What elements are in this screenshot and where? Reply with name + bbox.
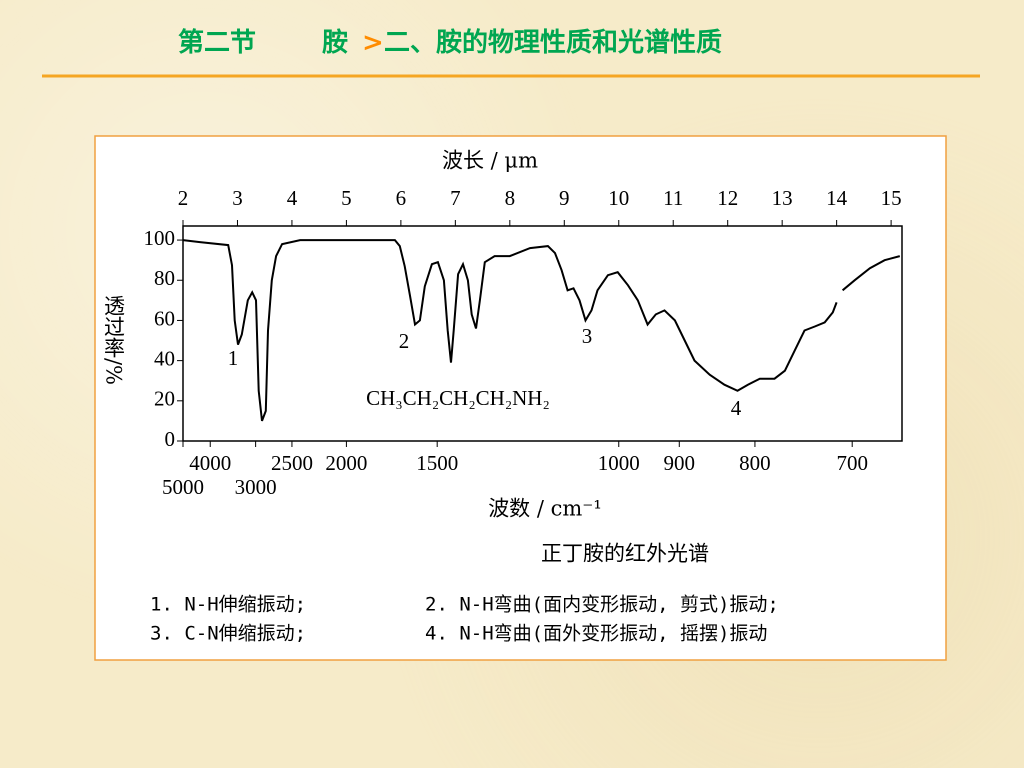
note: 2. N-H弯曲(面内变形振动, 剪式)振动; (425, 594, 779, 616)
x-top-tick-label: 10 (608, 186, 629, 210)
plot-area (182, 225, 903, 442)
arrow: > (362, 28, 384, 58)
note: 1. N-H伸缩振动; (150, 594, 306, 616)
x-bottom-tick-label: 2000 (325, 451, 367, 475)
x-bottom-tick-label: 3000 (235, 475, 277, 499)
spectrum-line (182, 239, 901, 422)
x-bottom-tick-label: 5000 (162, 475, 204, 499)
note: 3. C-N伸缩振动; (150, 623, 306, 645)
x-bottom-tick-label: 1000 (598, 451, 640, 475)
x-top-tick-label: 8 (505, 186, 516, 210)
x-bottom-tick-label: 800 (739, 451, 771, 475)
y-tick-label: 80 (154, 266, 175, 290)
x-top-tick-label: 7 (450, 186, 461, 210)
x-top-tick-label: 14 (826, 186, 848, 210)
x-top-tick-label: 13 (772, 186, 793, 210)
chart-title: 正丁胺的红外光谱 (541, 542, 709, 566)
figure-frame (94, 135, 947, 661)
y-tick-label: 100 (144, 226, 176, 250)
y-tick-label: 0 (165, 427, 176, 451)
formula: CH₃CH₂CH₂CH₂NH₂ (366, 386, 550, 410)
section: 第二节 (178, 27, 256, 58)
x-bottom-tick-label: 700 (836, 451, 868, 475)
y-tick-label: 20 (154, 387, 175, 411)
y-axis-label: 透过率/% (102, 295, 126, 385)
x-top-tick-label: 5 (341, 186, 352, 210)
peak-label: 3 (582, 324, 593, 348)
note: 4. N-H弯曲(面外变形振动, 摇摆)振动 (425, 623, 767, 645)
x-bottom-tick-label: 1500 (416, 451, 458, 475)
x-bottom-tick-label: 2500 (271, 451, 313, 475)
peak-label: 1 (228, 346, 239, 370)
x-top-tick-label: 2 (178, 186, 189, 210)
x-top-tick-label: 6 (396, 186, 407, 210)
x-bottom-tick-label: 4000 (189, 451, 231, 475)
x-top-tick-label: 3 (232, 186, 243, 210)
x-top-tick-label: 15 (881, 186, 902, 210)
x-top-tick-label: 12 (717, 186, 738, 210)
x-top-tick-label: 4 (287, 186, 298, 210)
peak-label: 2 (399, 329, 410, 353)
peak-label: 4 (731, 396, 742, 420)
x-axis-label: 波数 / cm⁻¹ (488, 497, 602, 521)
x-top-tick-label: 9 (559, 186, 570, 210)
y-tick-label: 40 (154, 346, 175, 370)
x-bottom-tick-label: 900 (664, 451, 696, 475)
y-tick-label: 60 (154, 306, 175, 330)
top-axis-label: 波长 / μm (442, 149, 538, 173)
prefix: 胺 (322, 28, 348, 58)
slide-title: 二、胺的物理性质和光谱性质 (384, 27, 722, 58)
x-top-tick-label: 11 (663, 186, 683, 210)
